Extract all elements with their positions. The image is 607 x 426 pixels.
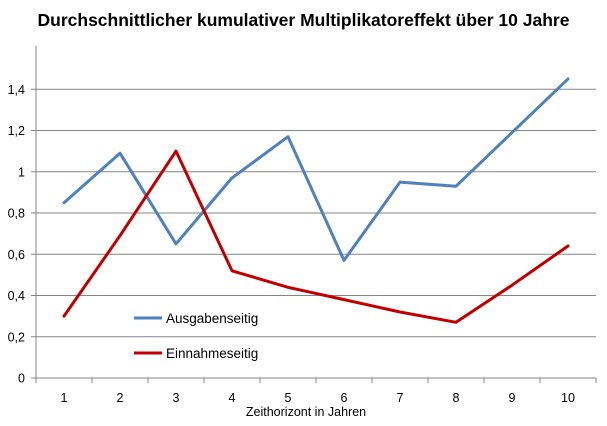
series-line-ausgabenseitig — [62, 77, 570, 262]
x-tick-label: 1 — [61, 391, 68, 405]
y-tick-label: 0 — [18, 372, 25, 386]
y-tick-label: 0,2 — [8, 330, 25, 344]
series-line-einnahmeseitig — [62, 149, 570, 324]
chart-title: Durchschnittlicher kumulativer Multiplik… — [38, 10, 570, 30]
x-tick-label: 7 — [397, 391, 404, 405]
gridlines — [36, 88, 596, 338]
y-tick-label: 0,6 — [8, 248, 25, 262]
y-axis-ticks: 0 0,2 0,4 0,6 0,8 1 1,2 1,4 — [8, 83, 36, 386]
x-tick-label: 9 — [509, 391, 516, 405]
y-tick-label: 1,4 — [8, 83, 25, 97]
data-series — [62, 77, 570, 324]
x-axis-ticks: 1 2 3 4 5 6 7 8 9 10 — [35, 378, 597, 405]
x-tick-label: 8 — [453, 391, 460, 405]
y-tick-label: 1,2 — [8, 124, 25, 138]
x-tick-label: 10 — [561, 391, 575, 405]
x-tick-label: 6 — [341, 391, 348, 405]
axes — [35, 46, 596, 379]
x-tick-label: 3 — [173, 391, 180, 405]
legend-label-ausgabenseitig: Ausgabenseitig — [166, 311, 258, 326]
y-tick-label: 0,8 — [8, 207, 25, 221]
x-tick-label: 2 — [117, 391, 124, 405]
x-tick-label: 5 — [285, 391, 292, 405]
legend: Ausgabenseitig Einnahmeseitig — [134, 311, 258, 361]
x-tick-label: 4 — [229, 391, 236, 405]
y-tick-label: 0,4 — [8, 289, 25, 303]
y-tick-label: 1 — [18, 165, 25, 179]
legend-label-einnahmeseitig: Einnahmeseitig — [166, 346, 258, 361]
x-axis-label: Zeithorizont in Jahren — [246, 405, 366, 419]
